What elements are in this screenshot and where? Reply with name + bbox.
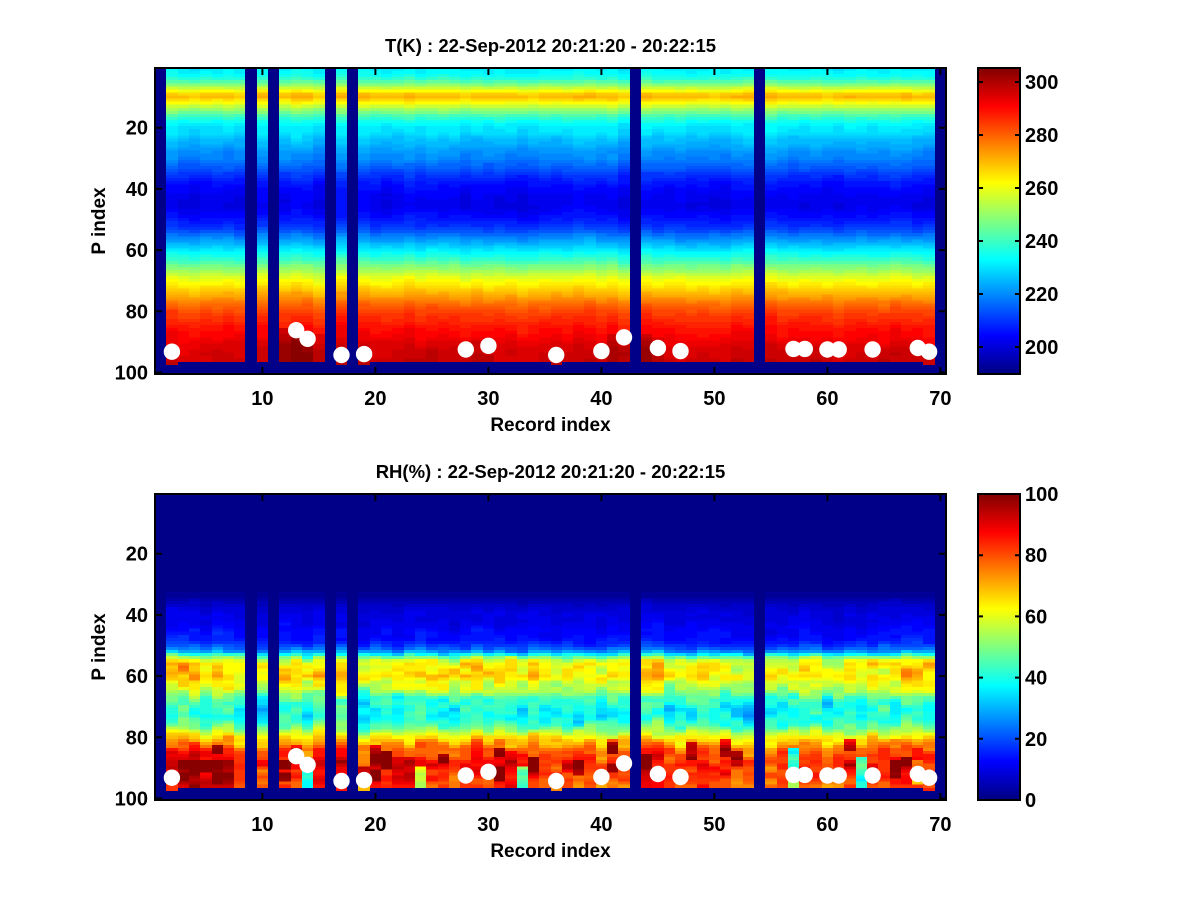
svg-text:200: 200 <box>1025 337 1058 359</box>
svg-text:Record index: Record index <box>490 415 611 436</box>
svg-text:0: 0 <box>1025 790 1036 812</box>
svg-text:20: 20 <box>1025 729 1047 751</box>
svg-text:20: 20 <box>126 544 148 566</box>
svg-text:220: 220 <box>1025 284 1058 306</box>
svg-text:100: 100 <box>115 789 148 811</box>
svg-text:100: 100 <box>115 363 148 385</box>
svg-text:40: 40 <box>126 179 148 201</box>
svg-text:60: 60 <box>816 814 838 836</box>
svg-text:100: 100 <box>1025 484 1058 506</box>
svg-text:280: 280 <box>1025 125 1058 147</box>
svg-text:60: 60 <box>816 388 838 410</box>
svg-text:50: 50 <box>703 814 725 836</box>
svg-text:30: 30 <box>477 814 499 836</box>
svg-text:260: 260 <box>1025 178 1058 200</box>
svg-text:80: 80 <box>126 301 148 323</box>
svg-text:40: 40 <box>590 814 612 836</box>
svg-text:T(K) : 22-Sep-2012 20:21:20 -: T(K) : 22-Sep-2012 20:21:20 - 20:22:15 <box>385 35 716 56</box>
svg-text:50: 50 <box>703 388 725 410</box>
svg-text:P index: P index <box>89 613 110 681</box>
svg-text:RH(%) : 22-Sep-2012 20:21:20 -: RH(%) : 22-Sep-2012 20:21:20 - 20:22:15 <box>376 461 726 482</box>
svg-text:70: 70 <box>929 814 951 836</box>
svg-text:Record index: Record index <box>490 841 611 862</box>
svg-text:40: 40 <box>1025 668 1047 690</box>
svg-text:40: 40 <box>126 605 148 627</box>
svg-text:10: 10 <box>251 814 273 836</box>
svg-text:60: 60 <box>1025 606 1047 628</box>
svg-text:30: 30 <box>477 388 499 410</box>
svg-text:10: 10 <box>251 388 273 410</box>
svg-text:20: 20 <box>364 814 386 836</box>
svg-text:P index: P index <box>89 187 110 255</box>
svg-text:60: 60 <box>126 666 148 688</box>
svg-text:20: 20 <box>364 388 386 410</box>
svg-text:40: 40 <box>590 388 612 410</box>
svg-text:240: 240 <box>1025 231 1058 253</box>
svg-text:20: 20 <box>126 118 148 140</box>
svg-text:70: 70 <box>929 388 951 410</box>
svg-text:60: 60 <box>126 240 148 262</box>
svg-text:80: 80 <box>126 727 148 749</box>
svg-text:80: 80 <box>1025 545 1047 567</box>
svg-text:300: 300 <box>1025 72 1058 94</box>
